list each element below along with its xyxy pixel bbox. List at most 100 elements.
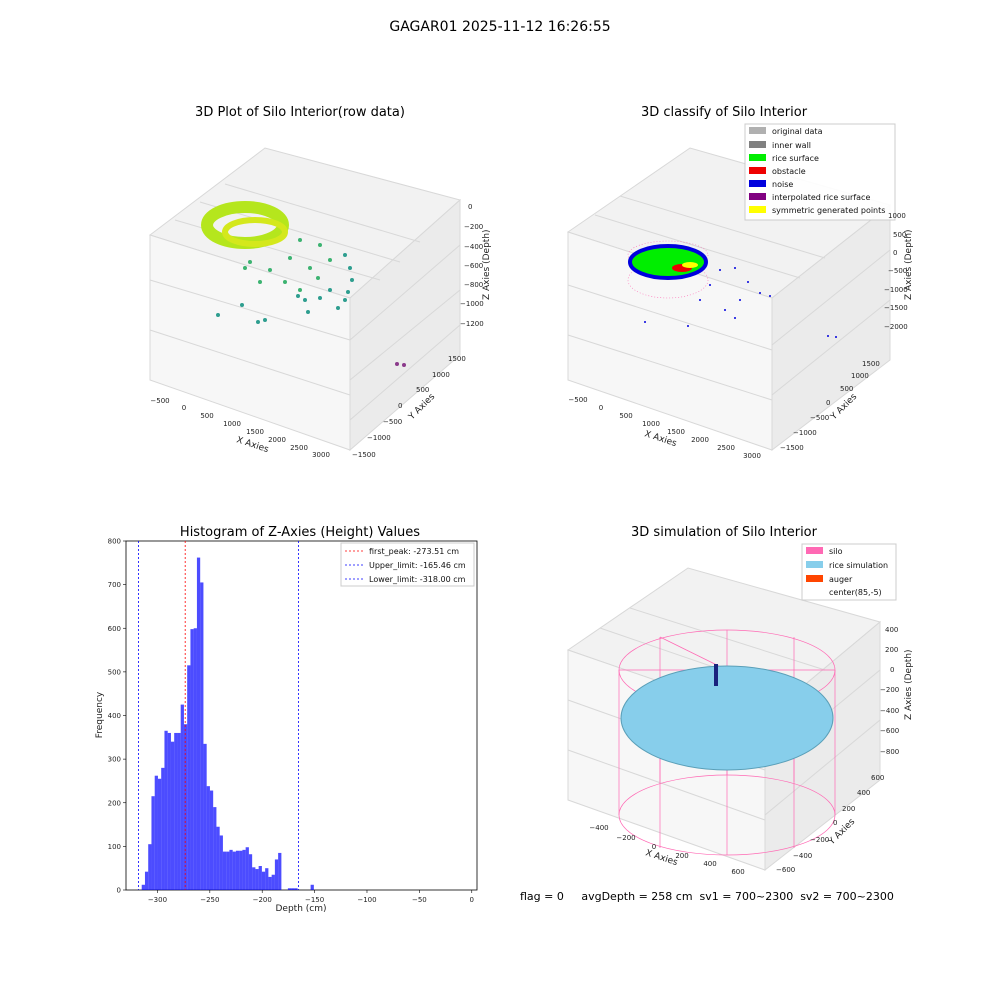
raw-z-tick: −200 (464, 223, 483, 231)
raw-x-tick: 1000 (223, 420, 241, 428)
histogram-bar (261, 871, 266, 890)
histogram-bar (232, 851, 236, 890)
legend-swatch (806, 561, 823, 568)
histogram-bar (271, 874, 275, 890)
x-tick-label: −100 (357, 896, 376, 904)
y-tick-label: 300 (108, 756, 121, 764)
histogram-y-ticks: 0 100 200 300 400 500 600 700 800 (108, 538, 126, 895)
histogram-bar (219, 835, 223, 890)
histogram-bar (235, 850, 240, 890)
raw-x-tick: −500 (150, 397, 169, 405)
histogram-bar (209, 790, 214, 890)
histogram-bar (148, 844, 152, 890)
raw-x-tick: 1500 (246, 428, 264, 436)
legend-swatch (749, 141, 766, 148)
simulation-x-tick: −200 (616, 834, 635, 842)
histogram-bar (177, 732, 181, 890)
classify-z-tick: −500 (888, 267, 907, 275)
histogram-bar (213, 807, 217, 890)
histogram-bar (183, 724, 188, 890)
simulation-z-label: Z Axies (Depth) (904, 649, 914, 720)
y-tick-label: 0 (117, 887, 121, 895)
raw-y-tick: −1000 (367, 434, 391, 442)
histogram-bar (242, 849, 246, 890)
legend-label-upper-limit: Upper_limit: -165.46 cm (369, 561, 466, 570)
legend-label: center(85,-5) (829, 588, 882, 597)
histogram-legend: first_peak: -273.51 cm Upper_limit: -165… (340, 542, 475, 587)
simulation-z-tick: −200 (880, 686, 899, 694)
histogram-bar (294, 888, 298, 890)
simulation-x-tick: −400 (589, 824, 608, 832)
x-tick-label: −150 (305, 896, 324, 904)
panel-raw-title: 3D Plot of Silo Interior(row data) (195, 105, 405, 120)
histogram-bar (255, 869, 259, 890)
raw-z-tick: −1200 (460, 320, 484, 328)
classify-legend: original data inner wall rice surface ob… (744, 123, 896, 221)
classify-y-tick: −500 (810, 414, 829, 422)
y-tick-label: 800 (108, 538, 121, 546)
classify-z-label: Z Axies (Depth) (904, 229, 914, 300)
classify-x-tick: 2000 (691, 436, 709, 444)
rice-surface (620, 665, 834, 771)
histogram-bar (151, 796, 155, 890)
classify-point-cloud (627, 240, 837, 338)
legend-swatch (806, 547, 823, 554)
histogram-bar (180, 704, 184, 890)
classify-y-tick: 1500 (862, 360, 880, 368)
raw-x-tick: 2500 (290, 444, 308, 452)
raw-z-tick: 0 (468, 203, 472, 211)
y-tick-label: 400 (108, 712, 121, 720)
classify-x-tick: 500 (619, 412, 632, 420)
legend-swatch (749, 206, 766, 213)
histogram-bar (170, 741, 175, 890)
legend-label: auger (829, 575, 853, 584)
histogram-bar (222, 851, 227, 890)
simulation-z-tick: 200 (885, 646, 898, 654)
classify-y-tick: −1000 (793, 429, 817, 437)
histogram-bar (278, 852, 282, 890)
classify-wall-wire-top (627, 240, 709, 270)
classify-x-ticks: −500 0 500 1000 1500 2000 2500 3000 (568, 396, 761, 460)
simulation-y-tick: 0 (833, 819, 837, 827)
footer-status: flag = 0 avgDepth = 258 cm sv1 = 700~230… (520, 890, 894, 903)
histogram-bar (216, 826, 220, 890)
simulation-y-tick: −200 (810, 836, 829, 844)
classify-x-tick: 0 (599, 404, 603, 412)
simulation-y-tick: −400 (793, 852, 812, 860)
raw-z-tick: −800 (464, 281, 483, 289)
simulation-y-label: Y Axies (826, 817, 857, 848)
histogram-x-ticks: −300 −250 −200 −150 −100 −50 0 (148, 890, 474, 904)
histogram-bar (226, 851, 230, 890)
histogram-bar (200, 582, 204, 890)
histogram-bar (252, 867, 256, 890)
classify-y-tick: 1000 (851, 372, 869, 380)
histogram-bar (161, 767, 165, 890)
panel-classify-title: 3D classify of Silo Interior (641, 105, 808, 120)
raw-z-ticks: 0 −200 −400 −600 −800 −1000 −1200 (460, 203, 484, 328)
x-tick-label: −200 (253, 896, 272, 904)
histogram-bar (157, 778, 162, 890)
legend-label: original data (772, 127, 823, 136)
simulation-y-tick: 200 (842, 805, 855, 813)
raw-x-tick: 500 (200, 412, 213, 420)
legend-swatch (749, 180, 766, 187)
classify-y-tick: 0 (826, 399, 830, 407)
raw-y-tick: 1000 (432, 371, 450, 379)
classify-z-tick: 500 (893, 231, 906, 239)
simulation-z-ticks: 400 200 0 −200 −400 −600 −800 (880, 626, 899, 756)
legend-label: noise (772, 180, 793, 189)
x-tick-label: 0 (470, 896, 474, 904)
simulation-y-tick: −600 (776, 866, 795, 874)
raw-y-tick: 500 (416, 386, 429, 394)
raw-z-tick: −1000 (460, 300, 484, 308)
simulation-y-tick: 600 (871, 774, 884, 782)
y-tick-label: 100 (108, 843, 121, 851)
simulation-x-tick: 200 (675, 852, 688, 860)
legend-label: obstacle (772, 167, 806, 176)
classify-x-tick: 1500 (667, 428, 685, 436)
x-tick-label: −50 (412, 896, 427, 904)
classify-z-tick: −1500 (884, 304, 908, 312)
histogram-bar (291, 888, 295, 890)
figure-title: GAGAR01 2025-11-12 16:26:55 (389, 19, 610, 35)
histogram-bar (287, 888, 292, 890)
